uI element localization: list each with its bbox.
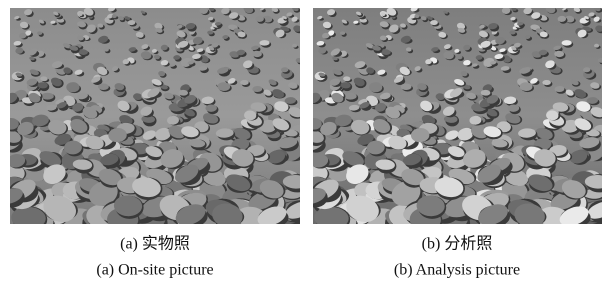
caption-en: (b) Analysis picture: [394, 262, 520, 279]
caption-en: (a) On-site picture: [96, 262, 213, 279]
rock: [344, 93, 357, 100]
figure: (a) 实物照 (a) On-site picture (b) 分析照 (b) …: [0, 0, 604, 293]
page: (a) 实物照 (a) On-site picture (b) 分析照 (b) …: [0, 0, 604, 293]
rock: [128, 20, 136, 25]
rock: [430, 20, 438, 25]
caption-zh: (b) 分析照: [422, 235, 493, 253]
rock: [542, 80, 551, 85]
rock: [240, 80, 249, 85]
caption-zh: (a) 实物照: [120, 235, 190, 253]
rock: [41, 93, 54, 100]
